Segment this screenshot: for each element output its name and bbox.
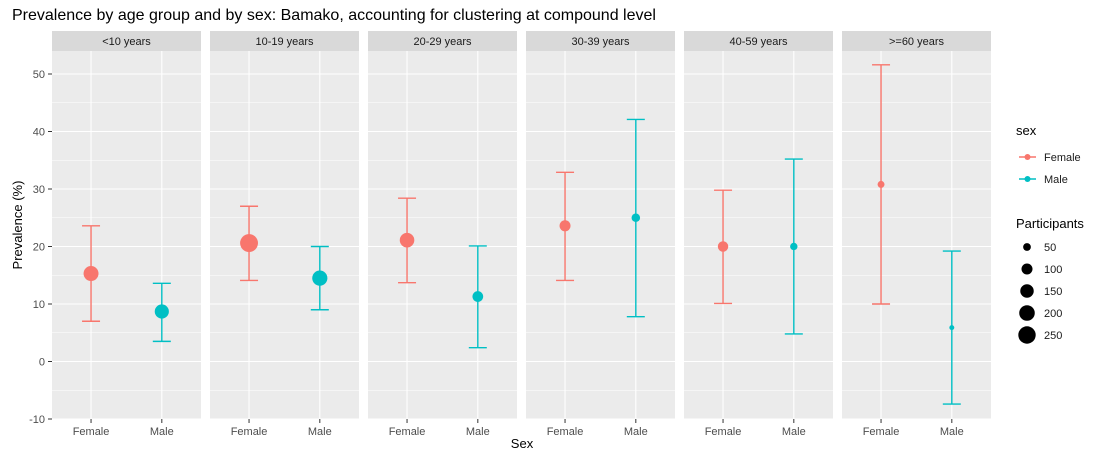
facet-strip-label: <10 years (102, 36, 151, 48)
facet-strip-label: 20-29 years (413, 36, 472, 48)
facet-strip (842, 31, 991, 51)
panel-background (842, 51, 991, 419)
facet-strip (52, 31, 201, 51)
facet-panel: <10 years Female Male (52, 31, 201, 438)
facet-strip-label: >=60 years (889, 36, 945, 48)
legend-key-point (1024, 154, 1031, 160)
legend-key-point (1024, 176, 1031, 182)
x-tick-label: Male (782, 426, 806, 438)
facet-panels: <10 years Female Male 10-19 years Female Male… (52, 31, 991, 438)
facet-strip (368, 31, 517, 51)
legend-label: 150 (1044, 286, 1062, 298)
facet-panel: 10-19 years Female Male (210, 31, 359, 438)
x-tick-label: Female (547, 426, 584, 438)
facet-panel: >=60 years Female Male (842, 31, 991, 438)
x-tick-label: Female (389, 426, 426, 438)
legend-size-point (1018, 326, 1036, 344)
y-axis: -10 0 10 20 30 40 50 (29, 69, 52, 426)
facet-strip (684, 31, 833, 51)
facet-strip-label: 10-19 years (255, 36, 314, 48)
panel-background (52, 51, 201, 419)
x-tick-label: Male (940, 426, 964, 438)
x-tick-label: Female (231, 426, 268, 438)
participants-legend-title: Participants (1016, 216, 1084, 231)
legend-size-point (1019, 305, 1035, 321)
panel-background (210, 51, 359, 419)
legend-size-point (1020, 284, 1034, 298)
x-tick-label: Male (308, 426, 332, 438)
panel-background (684, 51, 833, 419)
legend-label: Female (1044, 152, 1081, 164)
facet-panel: 30-39 years Female Male (526, 31, 675, 438)
data-point (154, 304, 169, 319)
x-tick-label: Male (624, 426, 648, 438)
facet-strip-label: 30-39 years (571, 36, 630, 48)
sex-legend-title: sex (1016, 123, 1037, 138)
data-point (472, 291, 484, 302)
legend-size-point (1021, 263, 1033, 275)
data-point (312, 270, 328, 286)
y-tick-label: 20 (33, 242, 45, 254)
legend-label: 100 (1044, 264, 1062, 276)
data-point (240, 234, 258, 253)
data-point (717, 241, 729, 252)
data-point (559, 220, 571, 232)
panel-background (368, 51, 517, 419)
legend-label: 200 (1044, 308, 1062, 320)
facet-panel: 40-59 years Female Male (684, 31, 833, 438)
data-point (631, 213, 641, 223)
sex-legend: sex Female Male (1016, 123, 1081, 186)
chart-title: Prevalence by age group and by sex: Bama… (12, 7, 656, 24)
x-tick-label: Male (466, 426, 490, 438)
y-tick-label: 30 (33, 184, 45, 196)
facet-strip (210, 31, 359, 51)
data-point (877, 180, 885, 188)
data-point (790, 242, 798, 251)
x-axis-label: Sex (511, 436, 534, 451)
y-tick-label: 10 (33, 299, 45, 311)
x-tick-label: Female (73, 426, 110, 438)
data-point (399, 232, 415, 248)
data-point (83, 266, 99, 282)
data-point (949, 325, 955, 331)
y-axis-label: Prevalence (%) (10, 181, 25, 270)
y-tick-label: 50 (33, 69, 45, 81)
y-tick-label: 0 (39, 357, 45, 369)
x-tick-label: Male (150, 426, 174, 438)
x-tick-label: Female (705, 426, 742, 438)
y-tick-label: 40 (33, 127, 45, 139)
facet-strip-label: 40-59 years (729, 36, 788, 48)
legend-size-point (1023, 243, 1031, 251)
facet-panel: 20-29 years Female Male (368, 31, 517, 438)
legend-label: Male (1044, 174, 1068, 186)
y-tick-label: -10 (29, 414, 45, 426)
legend-label: 250 (1044, 330, 1062, 342)
panel-background (526, 51, 675, 419)
legend-label: 50 (1044, 242, 1056, 254)
participants-legend: Participants 50 100 150 200 250 (1016, 216, 1084, 344)
x-tick-label: Female (863, 426, 900, 438)
facet-strip (526, 31, 675, 51)
